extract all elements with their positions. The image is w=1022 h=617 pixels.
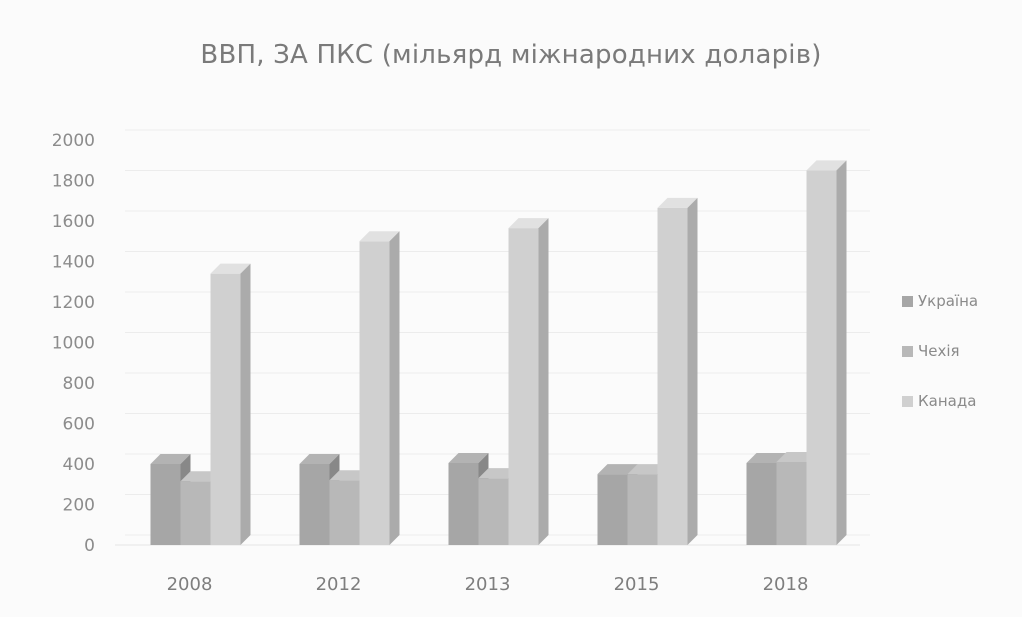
y-tick-label: 1000 (52, 334, 95, 354)
bar-top-2013-s0 (448, 452, 489, 463)
legend-item-czechia: Чехія (902, 340, 1017, 362)
chart-title: ВВП, ЗА ПКС (мільярд міжнародних доларів… (200, 40, 822, 70)
bar-top-2008-s0 (150, 454, 191, 464)
chart-legend: Україна Чехія Канада (902, 290, 1017, 440)
bar-2013-s1 (478, 478, 509, 545)
bar-side-2015-s2 (687, 197, 698, 545)
y-tick-label: 1600 (52, 212, 95, 232)
y-tick-label: 800 (63, 374, 95, 394)
bar-2013-s0 (448, 462, 479, 545)
bar-2018-s1 (776, 461, 807, 545)
x-tick-label: 2008 (167, 574, 213, 595)
bar-2012-s1 (329, 480, 360, 545)
bar-side-2018-s2 (836, 160, 847, 545)
bar-2018-s0 (746, 462, 777, 545)
bar-top-2015-s0 (597, 464, 638, 475)
bar-top-2015-s2 (657, 197, 698, 208)
legend-item-canada: Канада (902, 390, 1017, 412)
y-tick-label: 600 (63, 415, 95, 435)
bar-2012-s0 (299, 464, 330, 545)
y-tick-label: 1200 (52, 293, 95, 313)
x-tick-label: 2013 (465, 574, 511, 595)
bar-2008-s1 (180, 481, 211, 545)
legend-label-czechia: Чехія (918, 342, 960, 360)
x-tick-label: 2015 (614, 574, 660, 595)
bar-side-2012-s2 (389, 231, 400, 545)
legend-swatch-ukraine (902, 295, 913, 307)
legend-swatch-czechia (902, 345, 913, 357)
bar-2015-s1 (627, 474, 658, 545)
bar-2015-s0 (597, 474, 628, 545)
bar-2013-s2 (508, 228, 539, 545)
y-tick-label: 400 (63, 455, 95, 475)
bar-2008-s0 (150, 464, 181, 545)
bar-top-2018-s0 (746, 452, 787, 463)
legend-swatch-canada (902, 395, 913, 407)
y-tick-label: 2000 (52, 131, 95, 151)
bar-2018-s2 (806, 170, 837, 545)
bar-side-2013-s2 (538, 218, 549, 545)
x-tick-label: 2018 (763, 574, 809, 595)
bar-top-2008-s2 (210, 263, 251, 274)
legend-label-ukraine: Україна (918, 292, 979, 310)
bar-2015-s2 (657, 207, 688, 545)
bar-side-2008-s2 (240, 263, 251, 545)
legend-item-ukraine: Україна (902, 290, 1017, 312)
y-tick-label: 0 (84, 536, 95, 556)
bar-2008-s2 (210, 273, 241, 545)
bar-top-2012-s0 (299, 454, 340, 464)
y-tick-label: 1400 (52, 253, 95, 273)
legend-label-canada: Канада (918, 392, 977, 410)
bar-top-2013-s2 (508, 218, 549, 229)
bar-2012-s2 (359, 241, 390, 545)
x-tick-label: 2012 (316, 574, 362, 595)
y-tick-label: 1800 (52, 172, 95, 192)
y-tick-label: 200 (63, 496, 95, 516)
bar-top-2012-s2 (359, 231, 400, 242)
bar-top-2018-s2 (806, 160, 847, 171)
